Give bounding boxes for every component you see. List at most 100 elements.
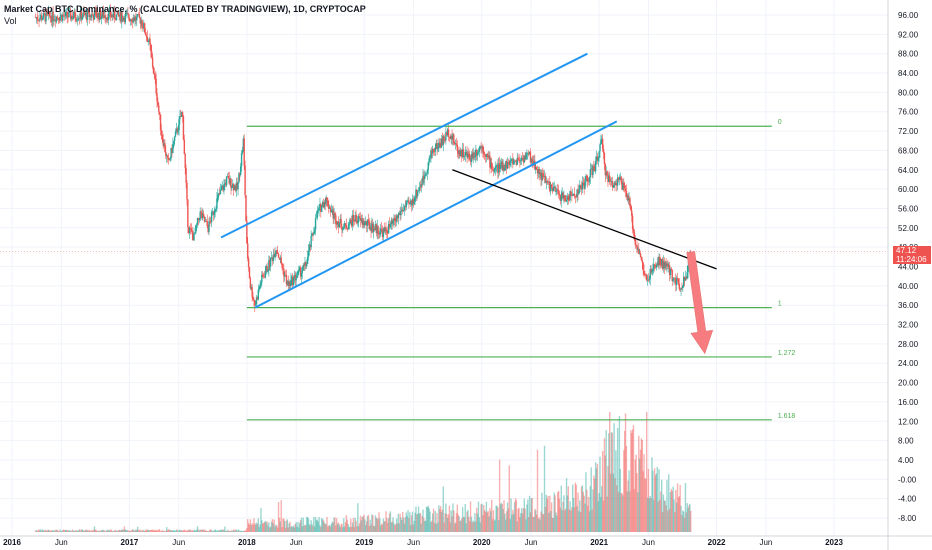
candle-body (417, 190, 420, 192)
candle-body (550, 184, 553, 188)
candle-body (73, 11, 75, 18)
volume-bar (238, 529, 240, 532)
candle-body (246, 221, 248, 244)
candle-body (37, 19, 39, 21)
candle-body (564, 195, 566, 201)
candle-body (409, 203, 411, 204)
volume-bar (232, 529, 235, 532)
volume-bar (358, 526, 360, 532)
volume-bar (387, 518, 390, 532)
candle-body (75, 18, 77, 21)
volume-bar (412, 524, 415, 532)
y-tick-label: 72.00 (898, 127, 919, 136)
x-tick-label: 2018 (238, 538, 256, 547)
candle-body (551, 187, 554, 192)
candle-body (204, 220, 207, 222)
volume-bar (616, 485, 618, 532)
candle-body (533, 160, 535, 165)
volume-bar (48, 530, 51, 532)
volume-bar (374, 515, 377, 532)
candle-body (121, 15, 123, 22)
y-tick-label: 12.00 (898, 417, 919, 426)
volume-bar (660, 491, 662, 532)
volume-bar (619, 468, 621, 532)
candle-body (53, 20, 55, 21)
volume-bar (252, 524, 254, 532)
candle-body (354, 215, 356, 222)
volume-bar (528, 495, 531, 532)
volume-bar (99, 531, 101, 532)
volume-bar (675, 502, 678, 532)
volume-bar (253, 518, 255, 532)
volume-bar (644, 478, 646, 532)
candle-body (460, 150, 462, 157)
candle-body (57, 18, 60, 21)
candle-body (529, 151, 532, 163)
volume-bar (633, 489, 636, 532)
candle-body (177, 130, 179, 133)
volume-bar (92, 529, 95, 532)
volume-bar (47, 529, 49, 532)
candle-body (313, 232, 315, 235)
volume-bar (466, 511, 468, 532)
x-tick-label: 2023 (825, 538, 843, 547)
volume-bar (149, 529, 151, 532)
volume-bar (55, 529, 57, 532)
volume-bar (78, 529, 81, 532)
candle-body (663, 261, 666, 269)
volume-bar (40, 530, 43, 532)
volume-bar (639, 449, 642, 532)
candle-body (586, 178, 589, 182)
volume-bar (91, 531, 93, 532)
candle-body (123, 18, 126, 23)
candle-body (439, 143, 442, 148)
volume-bar (683, 517, 686, 532)
candle-body (580, 186, 583, 190)
candle-body (282, 267, 284, 269)
candle-body (416, 189, 418, 197)
candle-body (554, 186, 556, 192)
candle-body (641, 260, 643, 263)
volume-bar (306, 517, 309, 532)
candle-body (82, 12, 84, 18)
volume-bar (555, 512, 557, 532)
volume-bar (417, 506, 420, 532)
candle-body (463, 156, 466, 158)
volume-bar (402, 517, 405, 532)
candle-body (281, 263, 283, 268)
volume-bar (262, 523, 265, 532)
candle-body (330, 210, 333, 213)
volume-bar (640, 438, 643, 532)
candle-body (636, 245, 638, 250)
y-tick-label: 40.00 (898, 282, 919, 291)
candle-body (209, 221, 211, 222)
candle-body (241, 150, 244, 154)
candle-body (609, 175, 611, 181)
candle-body (56, 16, 59, 19)
candle-body (293, 274, 296, 278)
volume-bar (480, 504, 482, 532)
candle-body (159, 114, 162, 131)
candle-body (101, 10, 104, 17)
volume-bar (88, 529, 90, 532)
candle-body (150, 44, 152, 52)
volume-bar (182, 530, 185, 532)
candle-body (410, 200, 413, 206)
candle-body (325, 197, 327, 204)
volume-bar (362, 516, 364, 532)
candle-body (92, 14, 94, 16)
volume-bar (387, 522, 389, 532)
volume-bar (115, 530, 118, 532)
volume-bar (170, 530, 172, 532)
volume-bar (195, 529, 198, 532)
volume-bar (474, 513, 476, 532)
y-tick-label: 56.00 (898, 204, 919, 213)
candle-body (229, 178, 231, 184)
candle-body (395, 215, 398, 222)
volume-bar (38, 529, 40, 532)
candle-body (92, 15, 95, 20)
volume-bar (281, 527, 283, 532)
volume-bar (73, 530, 75, 532)
